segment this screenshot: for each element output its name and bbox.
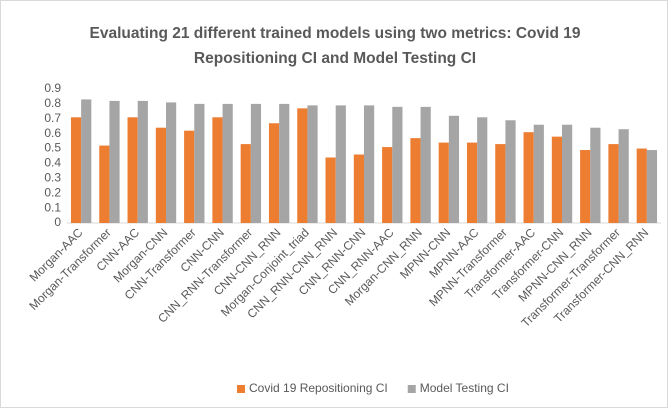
bar xyxy=(184,130,195,223)
bar xyxy=(335,105,346,223)
bar xyxy=(166,102,177,223)
bar xyxy=(580,150,591,223)
bar xyxy=(137,100,148,223)
y-tick-label: 0.3 xyxy=(44,171,61,185)
bar xyxy=(222,103,233,223)
y-tick-label: 0.8 xyxy=(44,96,61,110)
bar xyxy=(438,142,449,223)
y-tick-label: 0.5 xyxy=(44,141,61,155)
y-tick-label: 0 xyxy=(54,215,61,229)
bar xyxy=(364,105,375,223)
bar xyxy=(70,117,82,223)
bar xyxy=(250,103,262,223)
y-tick-label: 0.6 xyxy=(44,126,61,140)
chart-title: Evaluating 21 different trained models u… xyxy=(89,25,581,67)
bar xyxy=(382,147,393,223)
bar xyxy=(646,150,658,223)
bar xyxy=(325,157,336,223)
bar xyxy=(307,105,318,223)
y-tick-label: 0.4 xyxy=(44,156,61,170)
bar xyxy=(155,127,166,223)
y-tick-label: 0.2 xyxy=(44,185,61,199)
y-tick-label: 0.9 xyxy=(44,81,61,95)
bar xyxy=(240,144,251,223)
bar xyxy=(81,99,92,223)
bar xyxy=(448,115,460,223)
bar xyxy=(297,108,308,223)
bar xyxy=(636,148,647,223)
legend-label: Covid 19 Repositioning CI xyxy=(249,381,388,395)
bar xyxy=(420,106,431,223)
bar xyxy=(533,124,544,223)
bar xyxy=(466,142,478,223)
bar xyxy=(523,132,534,223)
bar xyxy=(279,103,290,223)
bar xyxy=(99,145,110,223)
bar xyxy=(194,103,205,223)
bar xyxy=(353,154,364,223)
bar xyxy=(127,117,138,223)
bar xyxy=(608,144,619,223)
bar xyxy=(392,106,403,223)
bar xyxy=(495,144,506,223)
bar xyxy=(618,129,629,223)
bar xyxy=(212,117,223,223)
legend-swatch xyxy=(407,385,416,393)
legend-label: Model Testing CI xyxy=(420,381,509,395)
bar xyxy=(109,100,120,223)
bar xyxy=(477,117,488,223)
y-tick-label: 0.7 xyxy=(44,111,61,125)
bar xyxy=(268,123,280,223)
bar xyxy=(562,124,573,223)
legend-swatch xyxy=(237,385,245,393)
bar xyxy=(551,136,562,223)
bar xyxy=(505,120,516,223)
bar xyxy=(590,127,601,223)
y-tick-label: 0.1 xyxy=(44,200,61,214)
bar xyxy=(410,138,421,223)
